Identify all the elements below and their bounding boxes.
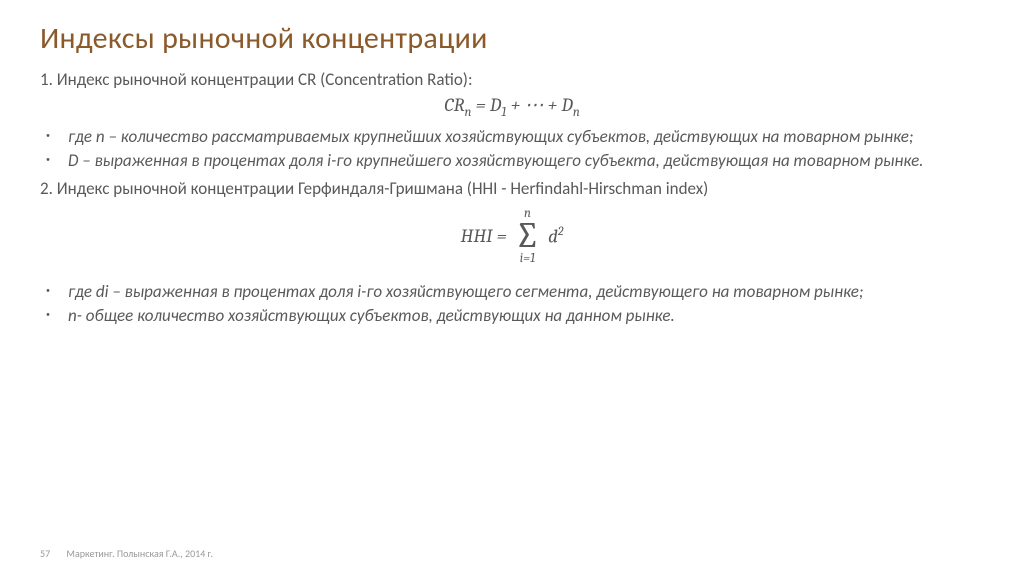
cr-d1: D: [490, 94, 501, 116]
slide-footer: 57 Маркетинг. Полынская Г.А., 2014 г.: [40, 547, 213, 560]
section1-bullets: где n – количество рассматриваемых крупн…: [40, 126, 984, 172]
section2-heading: 2. Индекс рыночной концентрации Герфинда…: [40, 178, 984, 199]
section1-heading: 1. Индекс рыночной концентрации CR (Conc…: [40, 69, 984, 90]
sigma-bottom: i=1: [520, 252, 535, 265]
list-item: где n – количество рассматриваемых крупн…: [68, 126, 984, 148]
cr-dn-sub: n: [573, 105, 580, 120]
footer-citation: Маркетинг. Полынская Г.А., 2014 г.: [66, 547, 213, 560]
cr-lhs: CR: [444, 94, 464, 116]
cr-dn: D: [562, 94, 573, 116]
slide-title: Индексы рыночной концентрации: [40, 20, 984, 57]
section2-bullets: где di – выраженная в процентах доля i-г…: [40, 281, 984, 327]
list-item: n- общее количество хозяйствующих субъек…: [68, 305, 984, 327]
hhi-rhs-base: d: [548, 226, 558, 248]
page-number: 57: [40, 547, 50, 560]
sigma-stack: n ∑ i=1: [515, 207, 541, 265]
list-item: где di – выраженная в процентах доля i-г…: [68, 281, 984, 303]
formula-hhi: HHI = n ∑ i=1 d2: [40, 207, 984, 265]
cr-eq: =: [471, 94, 489, 116]
hhi-rhs: d2: [548, 224, 563, 247]
sigma-icon: ∑: [515, 220, 541, 252]
cr-mid: + ⋯ +: [506, 94, 561, 116]
list-item: D – выраженная в процентах доля i-го кру…: [68, 150, 984, 172]
hhi-lhs: HHI =: [461, 225, 507, 247]
hhi-rhs-sup: 2: [558, 224, 564, 238]
formula-cr: CRn = D1 + ⋯ + Dn: [40, 94, 984, 120]
